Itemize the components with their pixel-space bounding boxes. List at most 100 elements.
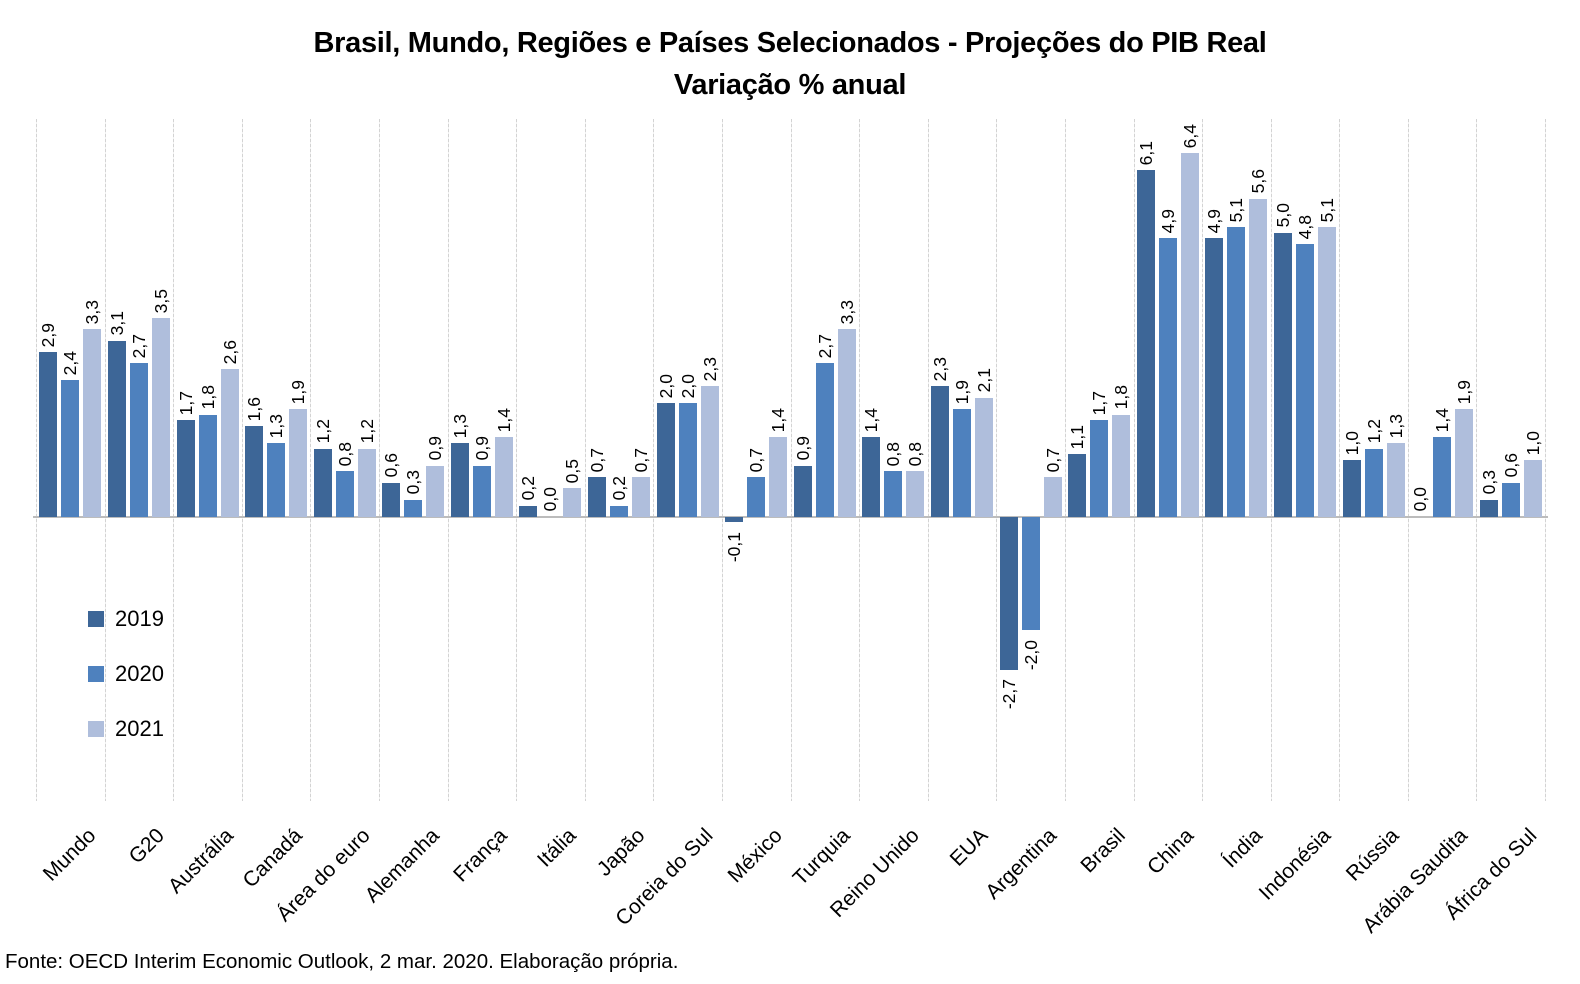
gridline: [1133, 119, 1135, 801]
bar-value-label: 2,1: [974, 368, 994, 393]
bar-value-label: 0,0: [540, 487, 561, 512]
gridline: [1545, 119, 1546, 801]
x-axis-label-França: França: [449, 824, 513, 887]
bar-2019-Coreia do Sul: [656, 403, 675, 517]
chart-title-line2: Variação % anual: [673, 69, 907, 102]
bar-value-label: 5,6: [1248, 169, 1269, 194]
legend-label-2020: 2020: [115, 661, 164, 686]
bar-2020-Austrália: [198, 414, 217, 517]
bar-2021-França: [494, 437, 513, 517]
bar-2020-Brasil: [1090, 420, 1109, 517]
gridline: [790, 119, 792, 801]
bar-2019-França: [450, 443, 469, 517]
bar-2021-Argentina: [1043, 477, 1062, 517]
bar-value-label: 2,6: [219, 339, 240, 365]
bar-2020-Indonésia: [1295, 244, 1314, 517]
bar-value-label: 6,1: [1135, 140, 1156, 166]
bar-value-label: 2,0: [655, 373, 676, 399]
x-axis-label-Argentina: Argentina: [981, 824, 1061, 904]
bar-value-label: 3,3: [82, 299, 103, 325]
bar-2021-Canadá: [289, 408, 308, 517]
bar-value-label: 2,3: [930, 356, 950, 382]
bar-value-label: 1,4: [768, 407, 789, 433]
bar-2020-Área do euro: [335, 471, 354, 517]
bar-2021-Indonésia: [1317, 227, 1336, 517]
bar-value-label: 1,0: [1522, 430, 1543, 455]
chart-title-line1: Brasil, Mundo, Regiões e Países Selecion…: [313, 27, 1267, 59]
bar-value-label: 0,8: [905, 442, 926, 467]
bar-value-label: 0,9: [792, 436, 813, 461]
bar-2020-G20: [129, 363, 148, 517]
gridline: [1339, 119, 1341, 801]
x-axis-label-EUA: EUA: [945, 824, 993, 871]
x-axis-label-Mundo: Mundo: [38, 824, 101, 886]
x-axis-label-Japão: Japão: [592, 824, 650, 881]
legend-label-2019: 2019: [115, 606, 164, 631]
bar-value-label: 5,1: [1316, 197, 1337, 222]
bar-value-label: 3,3: [836, 299, 857, 325]
bar-value-label: 1,4: [493, 407, 514, 433]
bar-value-label: 0,9: [425, 436, 446, 461]
bar-value-label: 4,9: [1157, 209, 1178, 234]
plot-area: 2,9 2,4 3,3 3,1 2,7 3,5 1,7 1,8 2,6 1,6 1,3 1,9 1,2 0…: [33, 119, 1548, 801]
bar-value-label: 1,9: [288, 379, 309, 404]
bar-2020-México: [747, 477, 766, 517]
x-axis-label-Rússia: Rússia: [1342, 824, 1404, 886]
gridline: [173, 119, 175, 801]
bar-2019-Mundo: [39, 352, 58, 517]
chart-title: Brasil, Mundo, Regiões e Países Selecion…: [0, 22, 1580, 106]
bar-2019-Índia: [1205, 238, 1224, 517]
bar-2020-EUA: [953, 408, 971, 517]
bar-value-label: 4,9: [1204, 209, 1225, 234]
source-note: Fonte: OECD Interim Economic Outlook, 2 …: [5, 950, 679, 973]
x-axis-line: [33, 515, 1548, 518]
bar-value-label: 2,4: [60, 351, 81, 376]
bar-value-label: -0,1: [724, 531, 745, 562]
x-axis-label-Canadá: Canadá: [238, 824, 307, 893]
bar-2020-Turquia: [815, 363, 834, 517]
bar-value-label: 0,2: [609, 476, 629, 501]
gridline: [927, 119, 929, 801]
bar-2019-G20: [107, 340, 126, 517]
bar-value-label: 1,6: [244, 396, 265, 421]
bar-2019-Alemanha: [382, 482, 401, 517]
x-axis-label-Itália: Itália: [533, 824, 581, 872]
bar-2021-Coreia do Sul: [700, 386, 719, 517]
bar-2021-Itália: [563, 488, 582, 517]
bar-2019-Área do euro: [313, 448, 332, 517]
bar-2021-Austrália: [220, 369, 239, 517]
bar-value-label: 5,0: [1272, 203, 1293, 228]
legend-swatch-2021: [88, 721, 104, 737]
x-axis-label-Austrália: Austrália: [163, 824, 238, 899]
bar-2019-México: [725, 516, 744, 523]
gridline: [36, 119, 37, 801]
bar-value-label: 1,4: [861, 407, 882, 433]
bar-2021-México: [769, 437, 788, 517]
bar-value-label: 1,2: [1363, 419, 1384, 444]
bar-2021-Arábia Saudita: [1455, 408, 1474, 517]
bar-2021-África do Sul: [1523, 460, 1542, 517]
x-axis-label-Brasil: Brasil: [1076, 824, 1130, 878]
legend-label-2021: 2021: [115, 716, 164, 741]
x-axis-label-Turquia: Turquia: [789, 824, 856, 891]
bar-2021-Índia: [1249, 198, 1268, 517]
bar-value-label: 2,3: [699, 356, 720, 382]
bar-2021-Brasil: [1112, 414, 1131, 517]
legend-swatch-2019: [88, 611, 104, 627]
bar-2020-Arábia Saudita: [1433, 437, 1452, 517]
x-axis-label-Alemanha: Alemanha: [360, 824, 444, 908]
bar-value-label: 1,3: [266, 413, 287, 438]
bar-2019-Japão: [588, 477, 606, 517]
bar-2019-Austrália: [176, 420, 195, 517]
bar-value-label: 1,7: [175, 390, 196, 416]
gridline: [241, 119, 243, 801]
bar-2020-Mundo: [61, 380, 80, 517]
bar-value-label: 3,1: [106, 311, 127, 336]
bar-2020-França: [472, 465, 491, 517]
bar-2019-Canadá: [245, 425, 264, 517]
bar-2019-Itália: [519, 505, 538, 517]
gridline: [584, 119, 586, 801]
bar-2019-EUA: [931, 386, 949, 517]
gridline: [379, 119, 380, 801]
